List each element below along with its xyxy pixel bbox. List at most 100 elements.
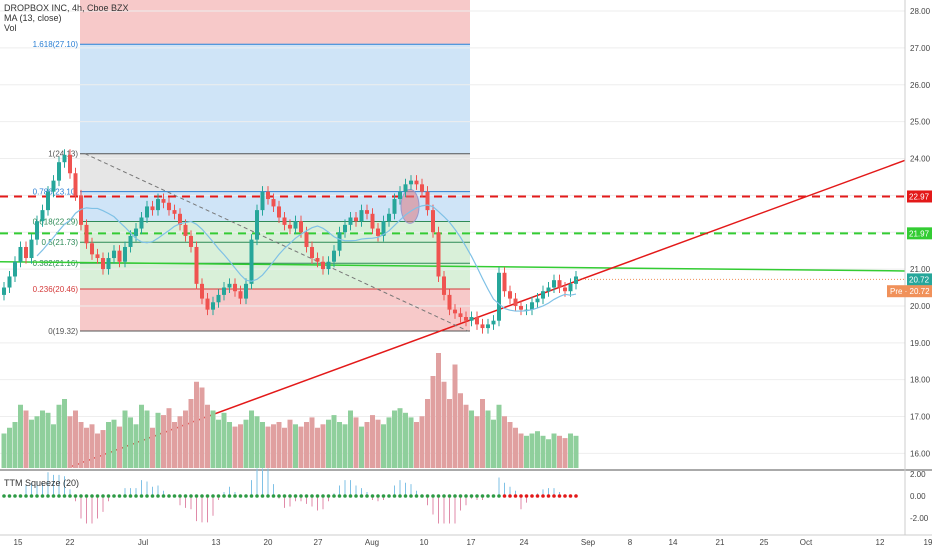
volume-bar xyxy=(194,381,199,468)
fib-diagonal xyxy=(84,153,469,332)
level-badge-green: 21.97 xyxy=(909,229,930,238)
volume-bar xyxy=(166,408,172,468)
volume-bar xyxy=(128,417,133,468)
fib-label: 0.618(22.29) xyxy=(33,218,79,227)
volume-bar xyxy=(491,419,496,468)
fib-label: 0(19.32) xyxy=(48,327,78,336)
candle-body xyxy=(205,298,210,310)
squeeze-dot xyxy=(40,494,45,498)
candle-body xyxy=(128,235,133,247)
squeeze-dot xyxy=(227,494,232,498)
candle-body xyxy=(436,232,441,277)
time-tick-label: 15 xyxy=(14,538,23,547)
squeeze-dot xyxy=(24,494,28,498)
candle-body xyxy=(95,254,100,259)
volume-bar xyxy=(458,393,463,468)
time-tick-label: 21 xyxy=(716,538,725,547)
volume-bar xyxy=(232,426,238,468)
squeeze-title: TTM Squeeze (20) xyxy=(4,478,80,488)
fib-zone-top xyxy=(80,0,470,45)
squeeze-dot xyxy=(524,494,529,498)
candle-body xyxy=(310,246,314,259)
candle-body xyxy=(68,154,72,174)
squeeze-dot xyxy=(519,494,523,498)
squeeze-dot xyxy=(18,494,23,498)
squeeze-dot xyxy=(337,494,342,498)
volume-bar xyxy=(507,422,513,468)
volume-bar xyxy=(205,404,210,468)
squeeze-dot xyxy=(293,494,298,498)
squeeze-dot xyxy=(431,494,435,498)
volume-bar xyxy=(260,422,265,468)
volume-bar xyxy=(150,427,155,468)
squeeze-dot xyxy=(117,494,122,498)
squeeze-dot xyxy=(458,494,463,498)
volume-bar xyxy=(12,422,18,468)
symbol-title: DROPBOX INC, 4h, Cboe BZX xyxy=(4,3,129,13)
volume-bar xyxy=(78,422,84,468)
squeeze-dot xyxy=(392,494,397,498)
volume-bar xyxy=(45,412,51,468)
squeeze-dot xyxy=(35,494,39,498)
squeeze-dot xyxy=(475,494,479,498)
volume-bar xyxy=(441,381,447,468)
candle-body xyxy=(277,206,281,218)
candle-body xyxy=(409,180,413,185)
volume-bar xyxy=(436,353,441,468)
volume-bar xyxy=(337,422,342,468)
level-badge-green-bg xyxy=(907,227,932,240)
candle-body xyxy=(260,191,265,211)
squeeze-dot xyxy=(238,494,243,498)
candle-body xyxy=(354,217,358,222)
squeeze-dot xyxy=(464,494,468,498)
candle-body xyxy=(332,250,336,262)
volume-bar xyxy=(84,427,89,468)
candle-body xyxy=(420,184,424,192)
candle-body xyxy=(150,206,155,211)
volume-bar xyxy=(573,435,579,468)
fib-label: 0.786(23.10) xyxy=(33,188,79,197)
volume-bar xyxy=(111,419,117,468)
squeeze-dot xyxy=(546,494,551,498)
squeeze-dot xyxy=(249,494,254,498)
squeeze-tick-label: 2.00 xyxy=(910,470,926,479)
squeeze-dot xyxy=(552,494,556,498)
volume-bar xyxy=(562,438,568,468)
squeeze-dot xyxy=(172,494,177,498)
volume-label: Vol xyxy=(4,23,17,33)
volume-bar xyxy=(353,417,359,468)
candle-body xyxy=(513,298,518,306)
ma-label: MA (13, close) xyxy=(4,13,62,23)
candle-body xyxy=(502,272,507,292)
candle-body xyxy=(216,294,221,303)
volume-bar xyxy=(183,410,188,468)
volume-bar xyxy=(513,427,518,468)
squeeze-dot xyxy=(420,494,424,498)
squeeze-dot xyxy=(73,494,78,498)
candle-body xyxy=(524,309,529,311)
candle-body xyxy=(101,258,105,270)
candle-body xyxy=(40,210,45,222)
volume-bar xyxy=(23,410,29,468)
time-tick-label: 24 xyxy=(520,538,529,547)
volume-bar xyxy=(271,424,276,468)
volume-bar xyxy=(480,399,485,468)
pre-badge-label: Pre · 20.72 xyxy=(890,287,930,296)
candle-body xyxy=(123,246,127,262)
volume-bar xyxy=(546,439,551,468)
volume-bar xyxy=(51,424,56,468)
squeeze-dot xyxy=(403,494,408,498)
volume-bar xyxy=(551,433,557,468)
volume-bar xyxy=(177,416,183,468)
squeeze-dot xyxy=(68,494,72,498)
volume-bar xyxy=(408,417,414,468)
candle-body xyxy=(541,291,545,299)
candle-body xyxy=(425,191,430,211)
volume-bar xyxy=(425,399,430,468)
squeeze-dot xyxy=(167,494,171,498)
volume-bar xyxy=(117,426,122,468)
squeeze-dot xyxy=(106,494,111,498)
squeeze-dot xyxy=(178,494,182,498)
squeeze-dot xyxy=(436,494,441,498)
